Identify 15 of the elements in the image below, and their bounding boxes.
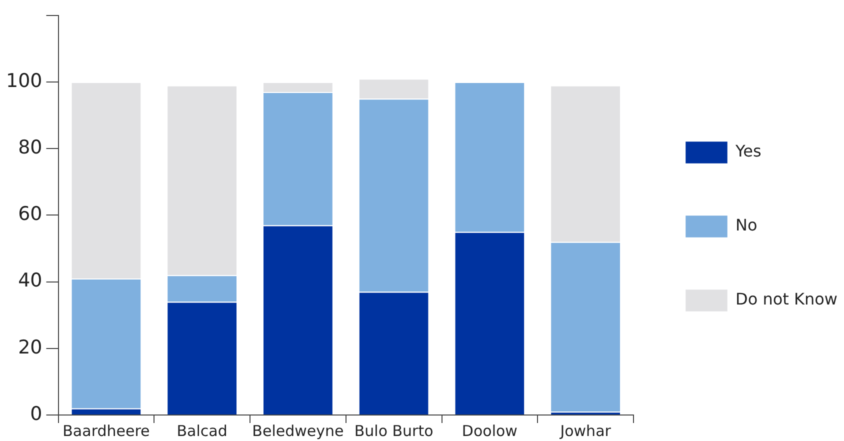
y-tick-label: 0 <box>30 402 42 425</box>
y-tick-label: 80 <box>18 136 42 159</box>
x-tick-label: Bulo Burto <box>354 422 434 440</box>
y-tick-label: 20 <box>18 336 42 358</box>
legend-label: Do not Know <box>736 290 838 309</box>
legend-label: Yes <box>734 142 762 161</box>
x-tick-label: Doolow <box>462 422 518 440</box>
x-tick-label: Jowhar <box>559 422 612 440</box>
y-tick-label: 40 <box>18 270 42 292</box>
x-tick-label: Baardheere <box>62 422 150 440</box>
x-tick-label: Balcad <box>176 422 228 440</box>
x-tick-label: Beledweyne <box>252 422 344 440</box>
legend-label: No <box>736 216 758 235</box>
y-tick-label: 100 <box>6 70 42 92</box>
y-tick-label: 60 <box>18 203 42 226</box>
